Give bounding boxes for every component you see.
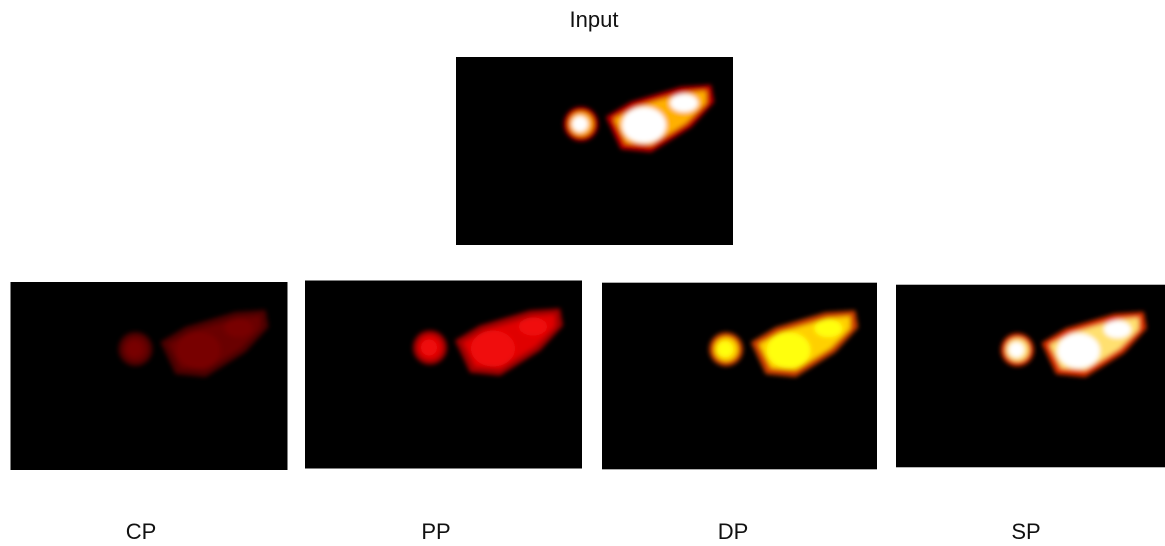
input-heatmap (456, 57, 733, 245)
input-label: Input (570, 7, 619, 32)
sp-heatmap (896, 285, 1165, 468)
pp-heatmap (305, 281, 582, 469)
panel-label: CP (126, 519, 157, 544)
cp-heatmap (11, 282, 288, 470)
figure: Input CP PP DP SP (0, 0, 1165, 546)
panel-label: SP (1011, 519, 1040, 544)
panel-label: DP (718, 519, 749, 544)
dp-heatmap (602, 283, 877, 470)
panel-label: PP (421, 519, 450, 544)
